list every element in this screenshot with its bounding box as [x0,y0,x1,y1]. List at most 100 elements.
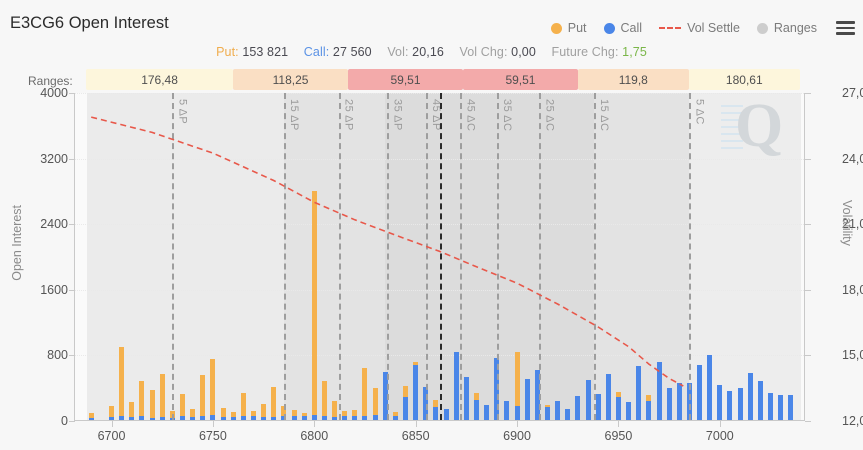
call-bar[interactable] [707,355,713,420]
hamburger-menu-icon[interactable] [836,21,855,35]
call-bar[interactable] [443,408,449,420]
range-cell[interactable]: 176,48 [86,69,234,90]
plot-area[interactable]: Q 0 800 1600 2400 3200 4000 12,00 15,00 18,00 21,… [40,86,863,443]
range-cell[interactable]: 180,61 [688,69,800,90]
legend-item-put[interactable]: Put [550,21,587,35]
range-cell[interactable]: 59,51 [348,69,463,90]
call-bar[interactable] [261,417,267,420]
call-bar[interactable] [311,415,317,420]
call-bar[interactable] [514,406,520,420]
put-bar[interactable] [190,409,196,420]
call-bar[interactable] [778,395,784,420]
call-bar[interactable] [595,393,601,420]
put-bar[interactable] [321,380,327,420]
call-bar[interactable] [159,416,165,420]
put-bar[interactable] [210,358,216,420]
put-bar[interactable] [119,346,125,420]
call-bar[interactable] [190,416,196,420]
call-bar[interactable] [321,416,327,420]
call-bar[interactable] [271,416,277,420]
call-bar[interactable] [788,395,794,420]
put-bar[interactable] [109,406,114,420]
put-bar[interactable] [250,411,256,420]
call-bar[interactable] [484,405,490,420]
put-bar[interactable] [362,367,368,420]
range-cell[interactable]: 118,25 [233,69,349,90]
call-bar[interactable] [534,369,540,420]
call-bar[interactable] [615,397,621,420]
legend-item-call[interactable]: Call [603,21,642,35]
call-bar[interactable] [240,415,246,420]
call-bar[interactable] [565,409,571,420]
put-bar[interactable] [514,351,520,420]
put-bar[interactable] [88,412,94,420]
call-bar[interactable] [676,383,682,420]
call-bar[interactable] [250,416,256,420]
call-bar[interactable] [575,396,581,420]
call-bar[interactable] [544,406,550,420]
call-bar[interactable] [139,415,145,420]
put-bar[interactable] [352,410,358,420]
call-bar[interactable] [646,401,652,420]
put-bar[interactable] [139,380,145,420]
put-bar[interactable] [149,389,155,420]
call-bar[interactable] [149,417,155,420]
put-bar[interactable] [159,374,165,420]
put-bar[interactable] [129,402,135,420]
call-bar[interactable] [747,373,753,420]
call-bar[interactable] [555,401,561,420]
legend-item-vol-settle[interactable]: Vol Settle [659,21,740,35]
call-bar[interactable] [504,400,510,420]
call-bar[interactable] [109,416,114,420]
call-bar[interactable] [372,415,378,420]
put-bar[interactable] [220,407,226,420]
call-bar[interactable] [382,372,388,420]
put-bar[interactable] [311,191,317,420]
call-bar[interactable] [220,416,226,420]
range-cell[interactable]: 119,8 [577,69,689,90]
put-bar[interactable] [271,387,277,420]
put-bar[interactable] [230,411,236,420]
call-bar[interactable] [413,365,419,420]
call-bar[interactable] [463,377,469,420]
put-bar[interactable] [372,388,378,420]
ranges-bar[interactable]: 176,48 118,25 59,51 59,51 119,8 180,61 [86,69,800,90]
call-bar[interactable] [301,415,307,420]
put-bar[interactable] [200,374,206,420]
legend-item-ranges[interactable]: Ranges [756,21,817,35]
call-bar[interactable] [737,388,743,420]
call-bar[interactable] [179,416,185,420]
call-bar[interactable] [626,402,632,420]
call-bar[interactable] [129,417,135,420]
call-bar[interactable] [433,406,439,420]
call-bar[interactable] [119,416,125,420]
call-bar[interactable] [352,415,358,420]
range-cell[interactable]: 59,51 [462,69,578,90]
call-bar[interactable] [757,380,763,420]
call-bar[interactable] [697,365,703,420]
put-bar[interactable] [332,401,338,420]
call-bar[interactable] [524,379,530,420]
call-bar[interactable] [210,415,216,420]
call-bar[interactable] [585,379,591,420]
call-bar[interactable] [403,396,409,420]
call-bar[interactable] [474,399,479,420]
call-bar[interactable] [453,351,459,420]
call-bar[interactable] [291,416,297,420]
put-bar[interactable] [240,392,246,420]
call-bar[interactable] [362,415,368,420]
call-bar[interactable] [332,416,338,420]
call-bar[interactable] [666,388,672,420]
call-bar[interactable] [656,362,662,420]
put-bar[interactable] [291,410,297,420]
call-bar[interactable] [717,384,723,420]
call-bar[interactable] [605,374,611,420]
call-bar[interactable] [636,365,642,420]
put-bar[interactable] [261,403,267,420]
call-bar[interactable] [392,415,398,420]
call-bar[interactable] [727,391,733,420]
call-bar[interactable] [200,415,206,420]
call-bar[interactable] [88,417,94,420]
call-bar[interactable] [230,417,236,420]
put-bar[interactable] [342,411,348,420]
